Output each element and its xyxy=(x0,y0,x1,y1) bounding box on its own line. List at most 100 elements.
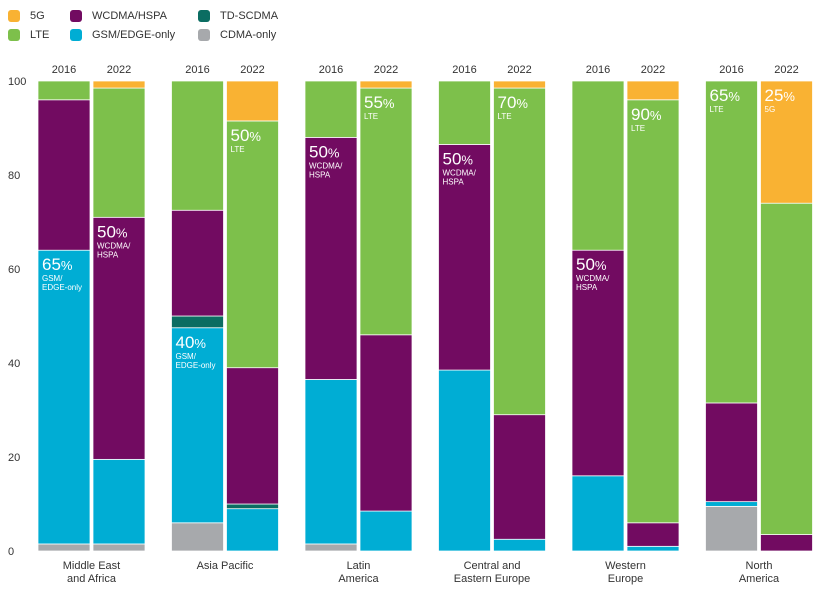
bar-segment-lte xyxy=(359,87,413,336)
bar-segment-cdma-only xyxy=(171,522,224,552)
bar-segment-lte xyxy=(37,80,91,101)
region-label: North xyxy=(746,560,773,572)
annotation-value: 50 xyxy=(309,142,328,161)
annotation-label: EDGE-only xyxy=(42,283,82,292)
bar-segment-wcdma-hspa xyxy=(571,249,625,477)
year-label: 2016 xyxy=(185,64,209,76)
bar-segment-lte xyxy=(171,80,224,211)
legend-item-cdma-only: CDMA-only xyxy=(198,29,276,41)
bar-segment-gsm-edge-only xyxy=(37,249,91,545)
legend-label: GSM/EDGE-only xyxy=(92,29,176,41)
annotation-value: 65 xyxy=(710,86,729,105)
chart-legend: 5G WCDMA/HSPA TD-SCDMA LTE GSM/EDGE-only CDMA… xyxy=(0,0,825,50)
legend-swatch xyxy=(8,29,20,41)
y-tick-label: 20 xyxy=(8,452,20,464)
annotation-percent-sign: % xyxy=(783,89,795,104)
bar-segment-cdma-only xyxy=(705,505,758,552)
annotation-label: LTE xyxy=(631,124,645,133)
region-label: Eastern Europe xyxy=(454,573,530,585)
bar-segment-5g xyxy=(760,80,813,204)
bar-segment-gsm-edge-only xyxy=(171,327,224,524)
legend-item-td-scdma: TD-SCDMA xyxy=(198,10,278,22)
legend-label: WCDMA/HSPA xyxy=(92,10,167,22)
annotation-percent-sign: % xyxy=(595,258,607,273)
annotation-label: GSM/ xyxy=(176,352,197,361)
annotation-value: 25 xyxy=(765,86,784,105)
annotation-value: 90 xyxy=(631,105,650,124)
year-label: 2016 xyxy=(319,64,343,76)
bar-segment-5g xyxy=(92,80,146,89)
bar-segment-gsm-edge-only xyxy=(626,545,680,552)
bar-segment-wcdma-hspa xyxy=(359,334,413,512)
legend-label: TD-SCDMA xyxy=(220,10,279,22)
bar-segment-gsm-edge-only xyxy=(226,508,279,552)
bar-segment-5g xyxy=(226,80,279,122)
annotation-percent: 55% xyxy=(364,93,395,112)
bar-segment-gsm-edge-only xyxy=(571,475,625,552)
annotation-label: 5G xyxy=(765,105,776,114)
legend-item-gsm-edge-only: GSM/EDGE-only xyxy=(70,29,175,41)
bar-segment-lte xyxy=(760,202,813,535)
annotation-label: HSPA xyxy=(97,250,119,259)
annotation-label: LTE xyxy=(498,112,512,121)
region-label: and Africa xyxy=(67,573,117,585)
legend-swatch xyxy=(70,29,82,41)
bar-segment-wcdma-hspa xyxy=(226,367,279,505)
bar-segment-5g xyxy=(493,80,546,89)
region-label: Latin xyxy=(347,560,371,572)
annotation-label: HSPA xyxy=(309,170,331,179)
legend-label: LTE xyxy=(30,29,50,41)
bar-segment-lte xyxy=(493,87,546,416)
bar-segment-wcdma-hspa xyxy=(438,144,491,371)
bar-segment-gsm-edge-only xyxy=(304,379,358,545)
region-label: Central and xyxy=(464,560,521,572)
year-label: 2022 xyxy=(240,64,264,76)
annotation-label: LTE xyxy=(710,105,724,114)
legend-swatch xyxy=(198,29,210,41)
annotation-percent: 25% xyxy=(765,86,796,105)
annotation-percent: 65% xyxy=(710,86,741,105)
bar-segment-gsm-edge-only xyxy=(705,501,758,507)
bar-segment-wcdma-hspa xyxy=(304,137,358,380)
legend-item-lte: LTE xyxy=(8,29,49,41)
bar-segment-cdma-only xyxy=(37,543,91,552)
annotation-percent-sign: % xyxy=(461,152,473,167)
bar-segment-lte xyxy=(226,120,279,369)
region-label: Europe xyxy=(608,573,643,585)
annotation-value: 50 xyxy=(231,126,250,145)
y-tick-label: 100 xyxy=(8,76,26,88)
annotation-percent-sign: % xyxy=(383,96,395,111)
region-label: Asia Pacific xyxy=(197,560,254,572)
bar-segment-wcdma-hspa xyxy=(626,522,680,547)
annotation-percent: 50% xyxy=(309,142,340,161)
region-label: Middle East xyxy=(63,560,120,572)
annotation-label: LTE xyxy=(231,145,245,154)
annotation-percent: 40% xyxy=(176,333,207,352)
annotation-percent-sign: % xyxy=(728,89,740,104)
annotation-value: 55 xyxy=(364,93,383,112)
annotation-label: HSPA xyxy=(576,283,598,292)
bar-segment-wcdma-hspa xyxy=(493,414,546,540)
bar-segment-wcdma-hspa xyxy=(92,216,146,460)
region-label: Western xyxy=(605,560,646,572)
bar-segment-wcdma-hspa xyxy=(705,402,758,503)
annotation-label: WCDMA/ xyxy=(97,241,131,250)
annotation-percent: 90% xyxy=(631,105,662,124)
annotation-value: 50 xyxy=(443,149,462,168)
bar-segment-5g xyxy=(359,80,413,89)
y-tick-label: 40 xyxy=(8,358,20,370)
legend-swatch xyxy=(198,10,210,22)
annotation-value: 70 xyxy=(498,93,517,112)
region-label: America xyxy=(338,573,379,585)
bar-segment-cdma-only xyxy=(304,543,358,552)
annotation-label: WCDMA/ xyxy=(309,161,343,170)
bar-segment-lte xyxy=(438,80,491,145)
annotation-percent-sign: % xyxy=(328,145,340,160)
annotation-value: 65 xyxy=(42,255,61,274)
bar-segment-gsm-edge-only xyxy=(92,458,146,545)
annotation-label: WCDMA/ xyxy=(443,168,477,177)
bar-segment-gsm-edge-only xyxy=(438,369,491,552)
year-label: 2022 xyxy=(374,64,398,76)
annotation-value: 40 xyxy=(176,333,195,352)
